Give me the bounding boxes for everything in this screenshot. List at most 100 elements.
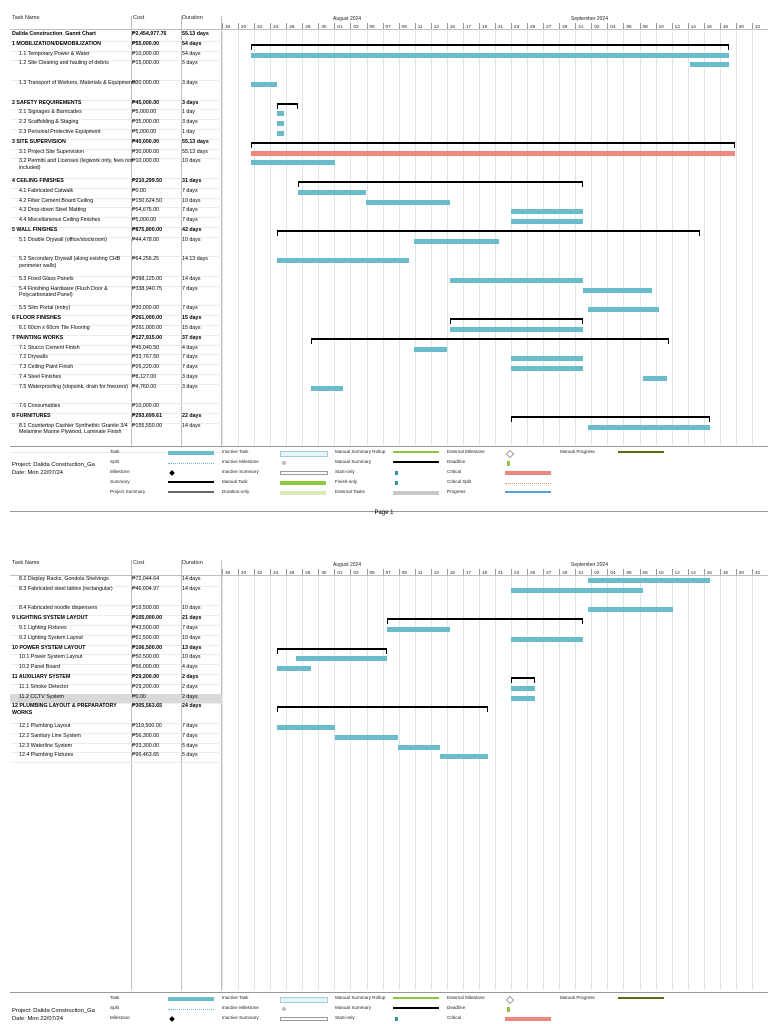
task-bar[interactable] <box>511 695 535 701</box>
summary-bar[interactable] <box>511 677 536 683</box>
task-bar[interactable] <box>365 199 451 205</box>
table-row[interactable]: 5.2 Secondary Drywall (along existing CH… <box>10 256 222 277</box>
task-bar[interactable] <box>582 287 653 293</box>
task-bar[interactable] <box>511 356 583 362</box>
table-row[interactable]: 4.3 Drop-down Steel Matting ₱54,675.00 7 d… <box>10 207 222 219</box>
table-row[interactable]: 12.4 Plumbing Fixtures ₱96,463.65 5 days <box>10 752 222 764</box>
table-row[interactable]: 1 MOBILIZATION/DEMOBILIZATION ₱55,000.00 5… <box>10 41 222 52</box>
table-row[interactable]: 8 FURNITURES ₱293,699.61 22 days <box>10 413 222 424</box>
task-bar[interactable] <box>276 666 311 672</box>
task-bar[interactable] <box>414 238 499 244</box>
table-row[interactable]: 7.4 Steel Finishes ₱8,127.00 3 days <box>10 374 222 385</box>
table-row[interactable]: 7.3 Ceiling Paint Finish ₱26,220.00 7 days <box>10 364 222 375</box>
table-row[interactable]: 10 POWER SYSTEM LAYOUT ₱106,500.00 13 days <box>10 645 222 656</box>
task-bar[interactable] <box>276 258 410 264</box>
table-row[interactable]: 5.4 Finishing Hardware (Flush Door & Pol… <box>10 286 222 307</box>
task-bar[interactable] <box>335 734 398 740</box>
task-bar[interactable] <box>511 587 643 593</box>
task-bar[interactable] <box>251 52 729 58</box>
summary-bar[interactable] <box>276 102 299 109</box>
table-row[interactable]: 7.1 Stucco Cement Finish ₱45,040.50 4 days <box>10 345 222 356</box>
table-row[interactable]: 3.1 Project Site Supervision ₱30,000.00 55… <box>10 149 222 160</box>
summary-bar[interactable] <box>310 337 669 344</box>
task-bar[interactable] <box>276 131 284 136</box>
task-bar[interactable] <box>276 111 284 117</box>
table-row[interactable]: 9.2 Lighting System Layout ₱61,500.00 10 d… <box>10 635 222 646</box>
table-row[interactable]: 1.3 Transport of Workers, Materials & Eq… <box>10 80 222 101</box>
table-row[interactable]: 9.1 Lighting Fixtures ₱43,500.00 7 days <box>10 625 222 636</box>
task-bar[interactable] <box>414 346 447 352</box>
task-bar[interactable] <box>297 189 366 195</box>
task-bar[interactable] <box>689 62 729 68</box>
table-row[interactable]: 5 WALL FINISHES ₱875,800.00 42 days <box>10 227 222 238</box>
table-row[interactable]: 5.5 Slim Portal (entry) ₱30,000.00 7 days <box>10 305 222 317</box>
summary-bar[interactable] <box>297 181 583 187</box>
table-row[interactable]: 11 AUXILIARY SYSTEM ₱29,200.00 2 days <box>10 674 222 685</box>
table-row[interactable]: 2.2 Scaffolding & Staging ₱35,000.00 3 day… <box>10 119 222 130</box>
table-row[interactable]: 2.3 Personal Protective Equipment ₱5,000.… <box>10 129 222 140</box>
table-row[interactable]: 10.2 Panel Board ₱56,000.00 4 days <box>10 664 222 675</box>
table-row[interactable]: 5.1 Double Drywall (office/stockroom) ₱44… <box>10 237 222 258</box>
summary-bar[interactable] <box>276 706 489 713</box>
table-row[interactable]: 12.2 Sanitary Line System ₱56,300.00 7 day… <box>10 733 222 744</box>
table-row[interactable]: 4 CEILING FINISHES ₱210,299.50 31 days <box>10 178 222 189</box>
table-row[interactable]: 2.1 Signages & Barricades ₱5,000.00 1 day <box>10 109 222 121</box>
table-row[interactable]: 7.6 Consumables ₱10,000.00 <box>10 403 222 415</box>
summary-bar[interactable] <box>386 618 583 625</box>
task-bar[interactable] <box>276 725 336 730</box>
summary-bar[interactable] <box>251 141 736 148</box>
task-bar[interactable] <box>587 425 711 430</box>
table-row[interactable]: 6 FLOOR FINISHES ₱261,000.00 15 days <box>10 315 222 326</box>
summary-bar[interactable] <box>276 230 701 236</box>
table-row[interactable]: 8.3 Fabricated steel tables (rectangular… <box>10 586 222 607</box>
summary-bar[interactable] <box>450 318 583 325</box>
task-bar[interactable] <box>511 219 583 225</box>
table-row[interactable]: 1.2 Site Clearing and hauling of debris ₱… <box>10 60 222 81</box>
task-bar[interactable] <box>587 307 659 313</box>
task-bar[interactable] <box>587 578 711 583</box>
task-bar[interactable] <box>511 209 583 215</box>
task-bar[interactable] <box>251 82 277 87</box>
summary-bar[interactable] <box>251 43 729 50</box>
table-row[interactable]: 8.2 Display Racks, Gondola Shelvings ₱72,… <box>10 576 222 587</box>
critical-task-bar[interactable] <box>251 150 736 156</box>
table-row[interactable]: 3 SITE SUPERVISION ₱40,000.00 55.13 days <box>10 139 222 150</box>
task-bar[interactable] <box>251 160 335 166</box>
table-row[interactable]: 12.1 Plumbing Layout ₱119,500.00 7 days <box>10 723 222 734</box>
summary-bar[interactable] <box>511 416 711 423</box>
table-row[interactable]: 12 PLUMBING LAYOUT & PREPARATORY WORKS ₱3… <box>10 703 222 724</box>
table-row[interactable]: 7 PAINTING WORKS ₱127,915.00 37 days <box>10 335 222 346</box>
task-bar[interactable] <box>642 376 667 381</box>
table-row[interactable]: 9 LIGHTING SYSTEM LAYOUT ₱105,000.00 21 da… <box>10 615 222 626</box>
table-row[interactable]: 4.1 Fabricated Catwalk ₱0.00 7 days <box>10 188 222 199</box>
task-bar[interactable] <box>511 685 535 691</box>
task-bar[interactable] <box>450 327 583 332</box>
table-row[interactable]: 6.1 60cm x 60cm Tile Flooring ₱261,000.00… <box>10 325 222 336</box>
table-row[interactable]: 8.4 Fabricated noodle dispensers ₱19,500.… <box>10 605 222 617</box>
table-row[interactable]: 4.2 Fiber Cement Board Ceiling ₱150,624.5… <box>10 198 222 209</box>
task-bar[interactable] <box>511 366 583 372</box>
task-bar[interactable] <box>440 754 489 760</box>
table-row[interactable]: 12.3 Waterline System ₱33,300.00 5 days <box>10 743 222 754</box>
table-row[interactable]: 7.5 Waterproofing (slopsink, drain for f… <box>10 384 222 405</box>
task-bar[interactable] <box>276 121 285 127</box>
table-row[interactable]: 4.4 Miscellaneous Ceiling Finishes ₱5,000… <box>10 217 222 228</box>
task-bar[interactable] <box>386 627 451 632</box>
table-row[interactable]: Dalida Construction_Gannt Chart ₱2,454,97… <box>10 31 222 42</box>
table-row[interactable]: 11.2 CCTV System ₱0.00 2 days <box>10 693 222 705</box>
task-bar[interactable] <box>310 385 343 391</box>
task-bar[interactable] <box>450 278 583 283</box>
grid-line <box>559 576 561 990</box>
table-row[interactable]: 2 SAFETY REQUIREMENTS ₱45,000.00 3 days <box>10 100 222 111</box>
table-row[interactable]: 1.1 Temporary Power & Water ₱10,000.00 54 … <box>10 51 222 62</box>
table-row[interactable]: 10.1 Power System Layout ₱50,500.00 10 day… <box>10 654 222 666</box>
table-row[interactable]: 8.1 Countertop Cashier Synthethic Granit… <box>10 423 222 454</box>
task-bar[interactable] <box>397 744 441 750</box>
table-row[interactable]: 7.2 Drywalls ₱33,767.50 7 days <box>10 354 222 366</box>
summary-bar[interactable] <box>276 647 388 654</box>
table-row[interactable]: 3.2 Permits and Licenses (legwork only, … <box>10 158 222 179</box>
task-bar[interactable] <box>587 607 673 613</box>
table-row[interactable]: 5.3 Fixed Glass Panels ₱398,125.00 14 days <box>10 276 222 287</box>
task-bar[interactable] <box>511 636 583 642</box>
task-bar[interactable] <box>295 656 387 662</box>
